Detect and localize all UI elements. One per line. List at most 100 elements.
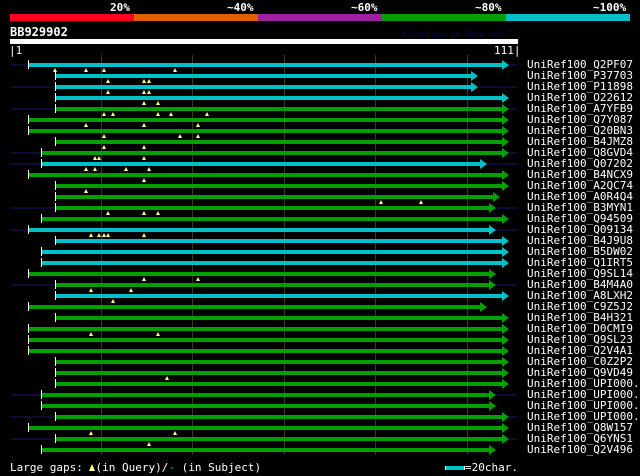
subject-gap-text: (in Subject): [181, 461, 262, 474]
query-gap-marker-icon: [155, 112, 160, 116]
alignment-end-arrow-icon: [502, 346, 509, 356]
alignment-bar: [54, 74, 471, 78]
hit-name-link[interactable]: UniRef100_Q9SL23: [527, 333, 633, 346]
hit-name-link[interactable]: UniRef100_UPI000..: [527, 410, 640, 423]
hit-name-link[interactable]: UniRef100_Q8GVD4: [527, 146, 633, 159]
hit-name-link[interactable]: UniRef100_A0R4Q4: [527, 190, 633, 203]
scale-label: ~80%: [475, 1, 502, 14]
alignment-start-tick: [41, 148, 43, 157]
alignment-end-arrow-icon: [502, 313, 509, 323]
alignment-end-arrow-icon: [502, 247, 509, 257]
alignment-start-tick: [27, 335, 29, 344]
query-gap-marker-icon: [101, 145, 106, 149]
hit-name-link[interactable]: UniRef100_P37703: [527, 69, 633, 82]
alignment-start-tick: [41, 214, 43, 223]
hit-name-link[interactable]: UniRef100_Q2PF07: [527, 58, 633, 71]
footer-gap-legend: Large gaps: (in Query)/- (in Subject): [10, 461, 261, 474]
hit-name-link[interactable]: UniRef100_Q94509: [527, 212, 633, 225]
alignment-start-tick: [27, 126, 29, 135]
query-gap-marker-icon: [92, 167, 97, 171]
query-gap-marker-icon: [195, 277, 200, 281]
hit-name-link[interactable]: UniRef100_B4M4A0: [527, 278, 633, 291]
hit-name-link[interactable]: UniRef100_Q07202: [527, 157, 633, 170]
alignment-end-arrow-icon: [479, 302, 487, 312]
hit-name-link[interactable]: UniRef100_C0Z2P2: [527, 355, 633, 368]
alignment-bar: [54, 96, 502, 100]
hit-name-link[interactable]: UniRef100_B4J9U8: [527, 234, 633, 247]
hit-name-link[interactable]: UniRef100_B4JMZ8: [527, 135, 633, 148]
alignment-end-arrow-icon: [488, 390, 496, 400]
alignment-start-tick: [54, 368, 56, 377]
query-gap-marker-icon: [52, 68, 57, 72]
query-start-label: |1: [9, 44, 23, 57]
query-end-label: 111|: [494, 44, 521, 57]
hit-name-link[interactable]: UniRef100_A8LXH2: [527, 289, 633, 302]
query-gap-marker-icon: [110, 299, 115, 303]
alignment-start-tick: [54, 93, 56, 102]
alignment-end-arrow-icon: [502, 126, 509, 136]
query-gap-marker-icon: [142, 101, 147, 105]
query-gap-marker-icon: [155, 332, 160, 336]
query-gap-marker-icon: [204, 112, 209, 116]
alignment-start-tick: [54, 71, 56, 80]
alignment-end-arrow-icon: [502, 93, 509, 103]
hit-name-link[interactable]: UniRef100_UPI000..: [527, 388, 640, 401]
hit-name-link[interactable]: UniRef100_Q2V4A1: [527, 344, 633, 357]
query-gap-marker-icon: [106, 211, 111, 215]
alignment-bar: [54, 371, 502, 375]
hit-name-link[interactable]: UniRef100_O22612: [527, 91, 633, 104]
hit-name-link[interactable]: UniRef100_Q6YNS1: [527, 432, 633, 445]
query-gap-marker-icon: [97, 233, 102, 237]
scale-segment: [134, 14, 258, 21]
hit-name-link[interactable]: UniRef100_A7YFB9: [527, 102, 633, 115]
hit-name-link[interactable]: UniRef100_C9Z5J2: [527, 300, 633, 313]
query-gap-marker-icon: [110, 112, 115, 116]
alignment-end-arrow-icon: [502, 357, 509, 367]
alignment-end-arrow-icon: [502, 379, 509, 389]
alignment-start-tick: [27, 324, 29, 333]
query-gap-marker-icon: [173, 68, 178, 72]
query-gap-marker-icon: [155, 101, 160, 105]
query-gap-marker-icon: [84, 68, 89, 72]
hit-name-link[interactable]: UniRef100_Q1IRT5: [527, 256, 633, 269]
alignment-bar: [27, 63, 502, 67]
alignment-end-arrow-icon: [502, 335, 509, 345]
hit-name-link[interactable]: UniRef100_Q9VD49: [527, 366, 633, 379]
hit-name-link[interactable]: UniRef100_B4NCX9: [527, 168, 633, 181]
alignment-start-tick: [54, 280, 56, 289]
query-gap-marker-icon: [84, 123, 89, 127]
alignment-end-arrow-icon: [502, 104, 509, 114]
alignment-bar: [41, 448, 489, 452]
query-gap-marker-icon: [88, 332, 93, 336]
alignment-start-tick: [27, 170, 29, 179]
hit-name-link[interactable]: UniRef100_Q20BN3: [527, 124, 633, 137]
alignment-end-arrow-icon: [488, 203, 496, 213]
hit-name-link[interactable]: UniRef100_B5DW02: [527, 245, 633, 258]
query-gap-marker-icon: [101, 68, 106, 72]
hit-name-link[interactable]: UniRef100_P11898: [527, 80, 633, 93]
query-gap-marker-icon: [84, 167, 89, 171]
query-gap-marker-icon: [88, 233, 93, 237]
query-gap-marker-icon: [142, 90, 147, 94]
hit-name-link[interactable]: UniRef100_Q9SL14: [527, 267, 633, 280]
query-gap-text: (in Query)/: [95, 461, 169, 474]
alignment-end-arrow-icon: [488, 269, 496, 279]
alignment-start-tick: [41, 159, 43, 168]
hit-name-link[interactable]: UniRef100_Q09134: [527, 223, 633, 236]
alignment-start-tick: [41, 401, 43, 410]
query-gap-marker-icon: [146, 167, 151, 171]
hit-name-link[interactable]: UniRef100_D0CMI9: [527, 322, 633, 335]
alignment-start-tick: [41, 445, 43, 454]
query-gap-marker-icon: [195, 134, 200, 138]
hit-name-link[interactable]: UniRef100_Q2V496: [527, 443, 633, 456]
hit-name-link[interactable]: UniRef100_A2QC74: [527, 179, 633, 192]
hit-name-link[interactable]: UniRef100_Q8W157: [527, 421, 633, 434]
query-gap-marker-icon: [101, 134, 106, 138]
hit-name-link[interactable]: UniRef100_B4H321: [527, 311, 633, 324]
hit-name-link[interactable]: UniRef100_UPI000..: [527, 399, 640, 412]
hit-name-link[interactable]: UniRef100_UPI000..: [527, 377, 640, 390]
hit-name-link[interactable]: UniRef100_Q7Y087: [527, 113, 633, 126]
hit-name-link[interactable]: UniRef100_B3MYN1: [527, 201, 633, 214]
gap-label: Large gaps:: [10, 461, 83, 474]
alignment-bar: [54, 140, 502, 144]
